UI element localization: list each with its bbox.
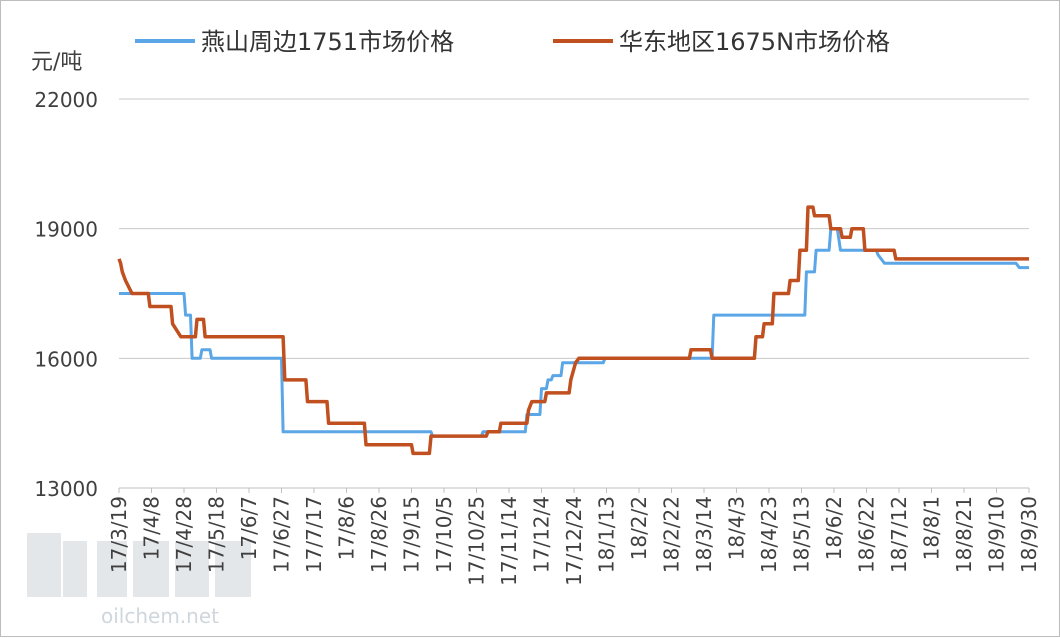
x-tick-label: 17/10/25 xyxy=(465,496,489,586)
x-tick-label: 17/9/15 xyxy=(400,496,424,573)
watermark-logo-block xyxy=(27,533,61,597)
watermark-logo-block xyxy=(133,541,169,597)
x-tick-label: 17/4/28 xyxy=(172,496,196,573)
x-tick-label: 18/2/2 xyxy=(627,496,651,560)
x-tick-label: 17/11/14 xyxy=(497,496,521,586)
x-tick-label: 17/12/24 xyxy=(562,496,586,586)
x-tick-label: 17/10/5 xyxy=(432,496,456,573)
gridlines xyxy=(119,98,1029,489)
x-tick-label: 18/2/22 xyxy=(660,496,684,573)
watermark-logo-block xyxy=(215,541,251,597)
x-tick-label: 18/8/1 xyxy=(920,496,944,560)
x-tick-label: 18/3/14 xyxy=(692,496,716,573)
legend: 燕山周边1751市场价格 华东地区1675N市场价格 xyxy=(135,28,890,56)
x-tick-label: 17/3/19 xyxy=(107,496,131,573)
legend-label: 华东地区1675N市场价格 xyxy=(619,28,890,56)
x-tick-label: 18/4/23 xyxy=(757,496,781,573)
x-tick-label: 18/5/13 xyxy=(790,496,814,573)
watermark-logo-block xyxy=(97,541,127,597)
x-tick-label: 17/8/6 xyxy=(335,496,359,560)
x-tick-label: 17/8/26 xyxy=(367,496,391,573)
y-tick-label: 16000 xyxy=(34,347,98,371)
x-tick-label: 18/8/21 xyxy=(952,496,976,573)
watermark-text: oilchem.net xyxy=(101,604,219,628)
x-tick-label: 17/6/27 xyxy=(270,496,294,573)
x-tick-label: 18/7/12 xyxy=(887,496,911,573)
x-axis-ticks: 17/3/19 17/4/8 17/4/28 17/5/18 17/6/7 17/6/27… xyxy=(107,488,1041,586)
legend-label: 燕山周边1751市场价格 xyxy=(201,28,454,56)
x-tick-label: 17/6/7 xyxy=(237,496,261,560)
x-tick-label: 18/9/10 xyxy=(985,496,1009,573)
y-axis-label: 元/吨 xyxy=(31,50,82,75)
x-tick-label: 18/6/22 xyxy=(855,496,879,573)
y-tick-label: 13000 xyxy=(34,477,98,501)
series-line-1 xyxy=(119,227,1029,438)
x-tick-label: 17/7/17 xyxy=(302,496,326,573)
y-tick-label: 22000 xyxy=(34,88,98,112)
x-tick-label: 18/1/13 xyxy=(595,496,619,573)
x-tick-label: 18/4/3 xyxy=(725,496,749,560)
watermark-logo-block xyxy=(175,541,209,597)
x-tick-label: 18/9/30 xyxy=(1017,496,1041,573)
x-tick-label: 18/6/2 xyxy=(822,496,846,560)
x-tick-label: 17/5/18 xyxy=(205,496,229,573)
series-lines xyxy=(117,205,1029,456)
y-tick-label: 19000 xyxy=(34,218,98,242)
watermark-logo-block xyxy=(63,541,87,597)
x-tick-label: 17/4/8 xyxy=(140,496,164,560)
y-axis-ticks: 13000 16000 19000 22000 xyxy=(34,88,98,501)
watermark: oilchem.net xyxy=(27,533,251,628)
series-line-2 xyxy=(117,205,1029,456)
x-tick-label: 17/12/4 xyxy=(530,496,554,573)
